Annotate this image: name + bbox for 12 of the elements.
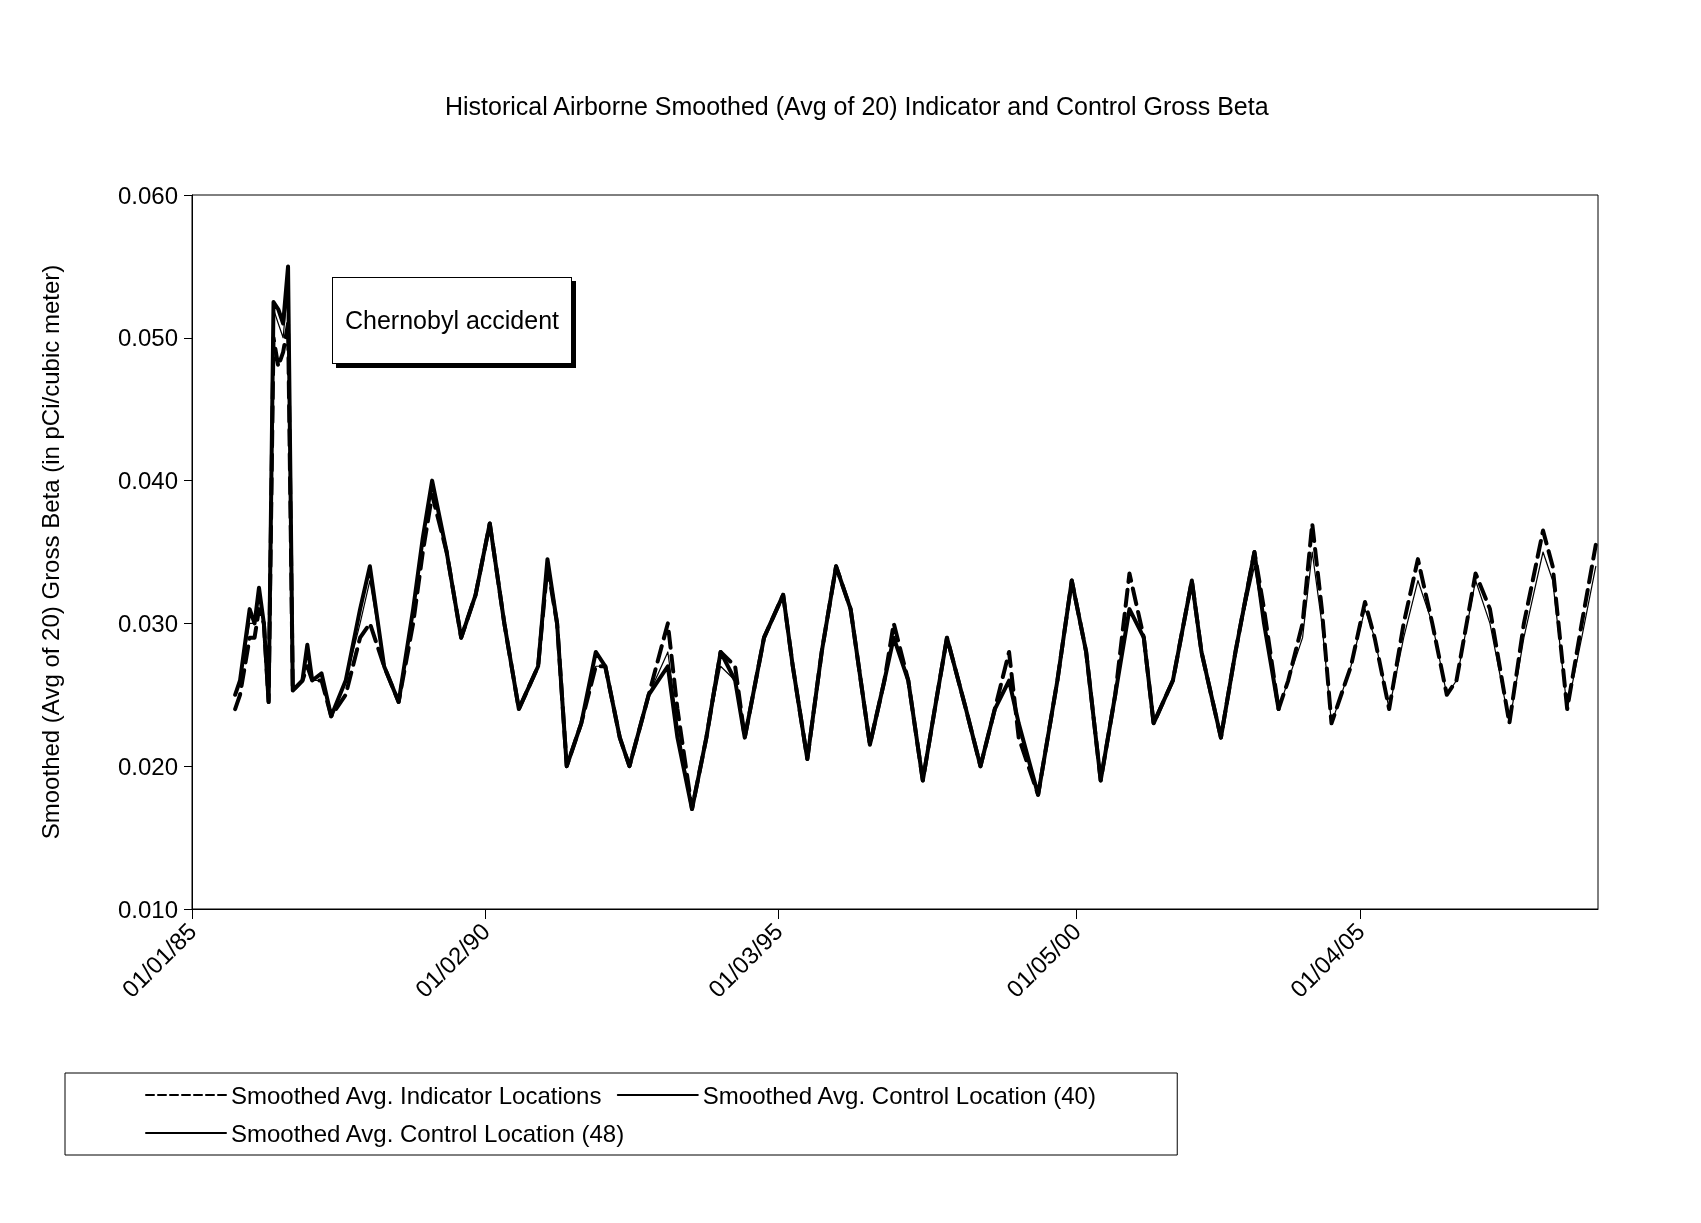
legend-label: Smoothed Avg. Indicator Locations: [231, 1081, 602, 1109]
y-axis-title: Smoothed (Avg of 20) Gross Beta (in pCi/cubic meter): [36, 264, 64, 840]
y-tick-label: 0.030: [117, 609, 178, 637]
y-tick-label: 0.020: [117, 752, 178, 780]
y-tick-label: 0.040: [117, 467, 178, 495]
y-tick-label: 0.050: [117, 324, 178, 352]
y-tick-label: 0.010: [117, 895, 178, 923]
annotation: Chernobyl accident: [332, 277, 573, 364]
chart-title: Historical Airborne Smoothed (Avg of 20) Indicator and Control Gross Beta: [445, 91, 1269, 120]
y-tick-label: 0.060: [117, 181, 178, 209]
legend-label: Smoothed Avg. Control Location (40): [702, 1081, 1096, 1109]
legend-label: Smoothed Avg. Control Location (48): [231, 1119, 625, 1147]
